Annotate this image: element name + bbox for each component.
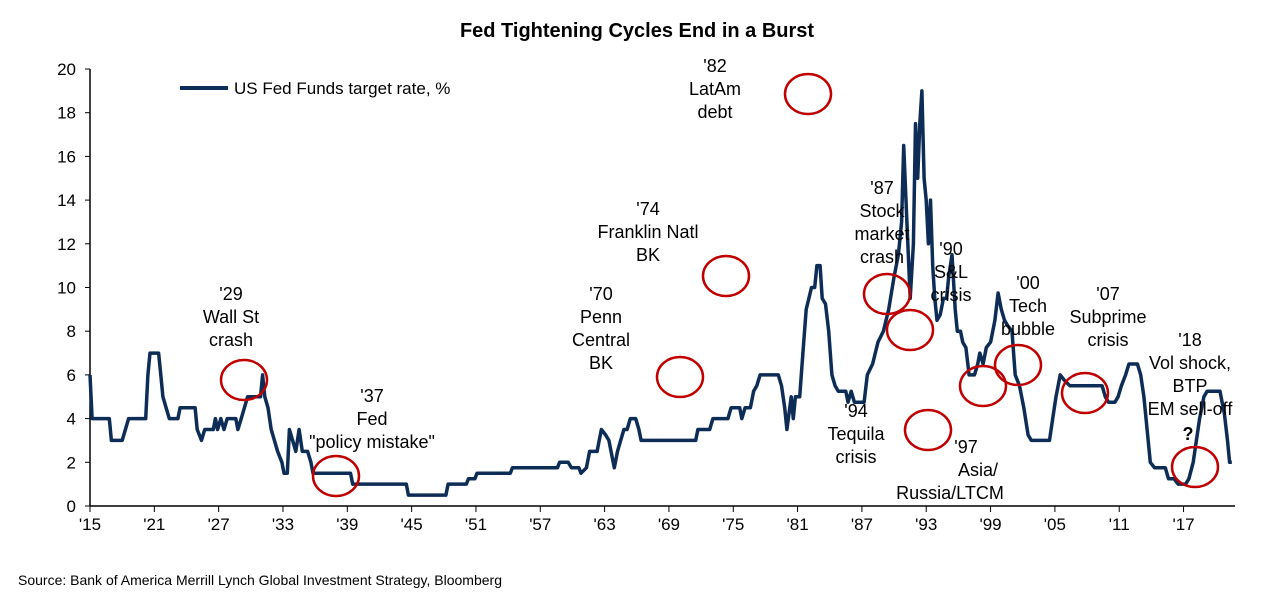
x-tick-label: '63	[594, 515, 616, 534]
annotation-text: '90	[939, 239, 962, 259]
chart-title: Fed Tightening Cycles End in a Burst	[460, 20, 814, 42]
x-tick-label: '99	[979, 515, 1001, 534]
annotation-text: '07	[1096, 284, 1119, 304]
highlight-circle	[862, 272, 912, 316]
annotation-text: '29	[219, 284, 242, 304]
x-tick-label: '17	[1172, 515, 1194, 534]
annotation-text: Wall St	[203, 307, 259, 327]
source-note: Source: Bank of America Merrill Lynch Gl…	[18, 572, 502, 588]
annotation-text: crisis	[1088, 330, 1129, 350]
annotation-text: '94	[844, 401, 867, 421]
legend-label: US Fed Funds target rate, %	[234, 79, 450, 98]
y-tick-label: 16	[57, 147, 76, 166]
highlight-circle	[1170, 445, 1220, 489]
y-tick-label: 2	[67, 453, 76, 472]
annotation-text: "policy mistake"	[309, 432, 435, 452]
annotation-text: Tech	[1009, 296, 1047, 316]
x-tick-label: '57	[529, 515, 551, 534]
highlight-circle	[903, 408, 953, 452]
annotation-text: '37	[360, 386, 383, 406]
annotation-text: '87	[870, 178, 893, 198]
annotation-text: Penn	[580, 307, 622, 327]
annotation-text: crisis	[836, 447, 877, 467]
annotation-text: Fed	[356, 409, 387, 429]
annotation-text: '18	[1178, 330, 1201, 350]
y-tick-label: 18	[57, 104, 76, 123]
annotation-text: crisis	[931, 285, 972, 305]
x-tick-label: '93	[915, 515, 937, 534]
y-tick-label: 12	[57, 235, 76, 254]
highlight-circle	[993, 343, 1043, 387]
x-tick-label: '05	[1044, 515, 1066, 534]
highlight-circle	[655, 355, 705, 399]
x-tick-label: '21	[143, 515, 165, 534]
highlight-circle	[783, 72, 833, 116]
annotation-text: Asia/	[958, 460, 998, 480]
annotation-text: debt	[697, 102, 732, 122]
annotation-text: Subprime	[1069, 307, 1146, 327]
annotation-text: Russia/LTCM	[896, 483, 1004, 503]
annotation-text: '74	[636, 199, 659, 219]
x-tick-label: '33	[272, 515, 294, 534]
x-tick-label: '11	[1109, 515, 1130, 534]
y-tick-label: 4	[67, 410, 76, 429]
annotation-text: '70	[589, 284, 612, 304]
annotation-text: Central	[572, 330, 630, 350]
x-tick-label: '45	[401, 515, 423, 534]
annotation-text: EM sell-off	[1148, 399, 1234, 419]
x-tick-label: '69	[658, 515, 680, 534]
x-tick-label: '15	[79, 515, 101, 534]
y-tick-label: 14	[57, 191, 76, 210]
annotation-text: Stock	[859, 201, 905, 221]
annotation-text: Tequila	[827, 424, 885, 444]
x-tick-label: '81	[787, 515, 809, 534]
annotation-text: '82	[703, 56, 726, 76]
annotation-text: crash	[209, 330, 253, 350]
annotation-text: crash	[860, 247, 904, 267]
annotation-text: S&L	[934, 262, 968, 282]
y-tick-label: 0	[67, 497, 76, 516]
highlight-circle	[958, 364, 1008, 408]
annotation-text: market	[854, 224, 909, 244]
y-tick-label: 20	[57, 60, 76, 79]
series-line-fed-funds	[88, 89, 1232, 497]
annotation-text: BTP	[1172, 376, 1207, 396]
highlight-circle	[1060, 371, 1110, 415]
annotation-text: Vol shock,	[1149, 353, 1231, 373]
annotation-text: '97	[954, 437, 977, 457]
highlight-circle	[885, 308, 935, 352]
x-tick-label: '39	[336, 515, 358, 534]
x-tick-label: '75	[722, 515, 744, 534]
y-tick-label: 8	[67, 322, 76, 341]
x-tick-label: '87	[851, 515, 873, 534]
highlight-circle	[219, 358, 269, 402]
annotation-text: Franklin Natl	[597, 222, 698, 242]
annotation-text: LatAm	[689, 79, 741, 99]
highlight-circle	[701, 254, 751, 298]
y-tick-label: 6	[67, 366, 76, 385]
annotation-text: ?	[1183, 424, 1194, 444]
annotation-text: bubble	[1001, 319, 1055, 339]
x-tick-label: '51	[465, 515, 487, 534]
annotation-text: BK	[636, 245, 660, 265]
highlight-circle	[311, 454, 361, 498]
annotation-text: BK	[589, 353, 613, 373]
x-tick-label: '27	[208, 515, 230, 534]
annotation-text: '00	[1016, 273, 1039, 293]
y-tick-label: 10	[57, 279, 76, 298]
